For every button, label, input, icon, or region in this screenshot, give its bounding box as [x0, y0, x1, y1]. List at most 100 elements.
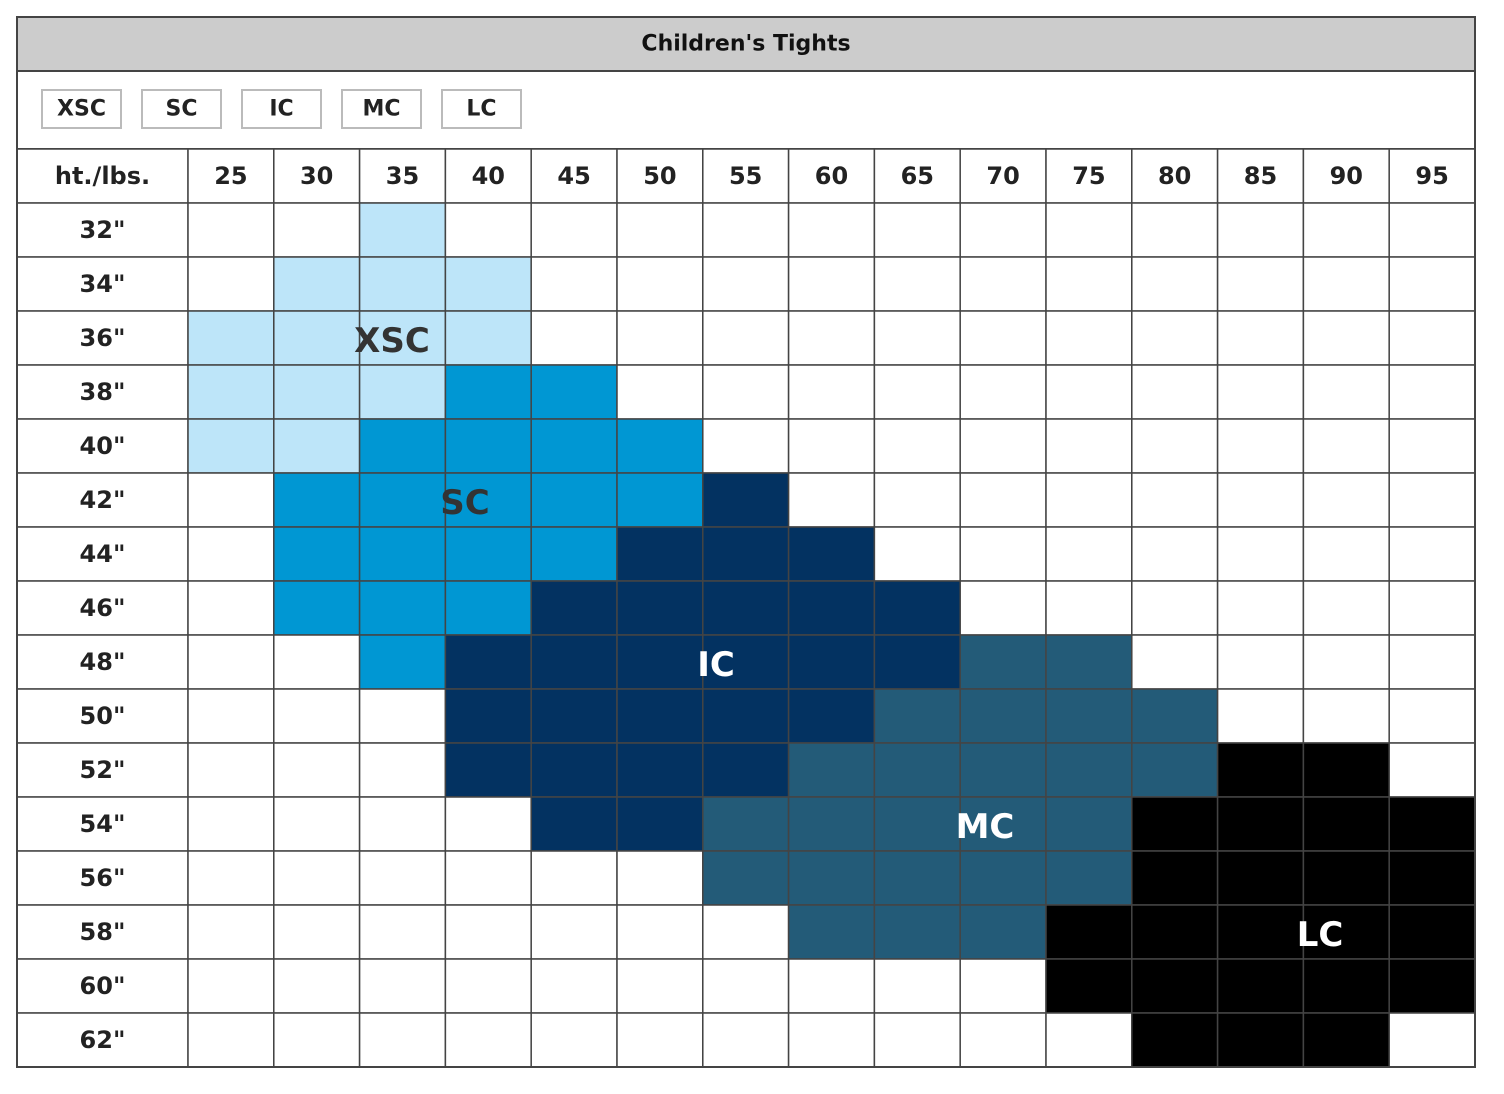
cell: [1045, 364, 1133, 420]
cell: [702, 850, 790, 906]
cell: [1216, 364, 1305, 420]
weight-header: 25: [214, 162, 247, 190]
legend-label[interactable]: LC: [466, 97, 496, 122]
legend-label[interactable]: MC: [362, 97, 400, 122]
cell: [959, 310, 1047, 366]
cell: [530, 958, 618, 1014]
weight-header: 80: [1158, 162, 1191, 190]
legend-button[interactable]: [341, 89, 422, 129]
cell: [1216, 850, 1305, 906]
cell: [873, 958, 961, 1014]
cell: [1045, 688, 1133, 744]
weight-header: 85: [1244, 162, 1277, 190]
cell: [1045, 1012, 1133, 1068]
region-label: LC: [1297, 915, 1344, 955]
cell: [1216, 202, 1305, 258]
row-header-cell: [16, 796, 189, 852]
cell: [187, 958, 275, 1014]
cell: [358, 904, 447, 960]
cell: [358, 472, 447, 528]
cell: [873, 472, 961, 528]
cell: [273, 310, 361, 366]
height-label: 34": [80, 270, 126, 298]
cell: [702, 472, 790, 528]
region-label: XSC: [354, 321, 430, 361]
cell: [1388, 1012, 1476, 1068]
table-border: [16, 16, 1476, 1068]
cell: [702, 958, 790, 1014]
cell: [1131, 418, 1219, 474]
legend-row: [16, 70, 1476, 150]
cell: [787, 418, 876, 474]
cell: [1045, 742, 1133, 798]
cell: [873, 1012, 961, 1068]
cell: [1131, 256, 1219, 312]
cell: [959, 904, 1047, 960]
cell: [1216, 256, 1305, 312]
cell: [702, 580, 790, 636]
cell: [444, 742, 532, 798]
cell: [1131, 796, 1219, 852]
weight-header: 75: [1072, 162, 1105, 190]
cell: [273, 634, 361, 690]
cell: [616, 958, 704, 1014]
cell: [616, 580, 704, 636]
row-header-cell: [16, 958, 189, 1014]
height-label: 48": [80, 648, 126, 676]
cell: [273, 904, 361, 960]
cell: [787, 1012, 876, 1068]
cell: [530, 256, 618, 312]
cell: [444, 256, 532, 312]
cell: [1045, 634, 1133, 690]
height-label: 38": [80, 378, 126, 406]
cell: [787, 958, 876, 1014]
header-cell: [530, 148, 618, 204]
cell: [444, 580, 532, 636]
height-label: 42": [80, 486, 126, 514]
cell: [1045, 958, 1133, 1014]
cell: [273, 688, 361, 744]
cell: [273, 850, 361, 906]
header-cell: [358, 148, 447, 204]
cell: [1302, 688, 1390, 744]
height-label: 52": [80, 756, 126, 784]
cell: [1302, 364, 1390, 420]
cell: [1131, 688, 1219, 744]
cell: [873, 256, 961, 312]
cell: [616, 850, 704, 906]
legend-button[interactable]: [241, 89, 322, 129]
cell: [1388, 688, 1476, 744]
region-label: MC: [956, 807, 1015, 847]
cell: [1302, 1012, 1390, 1068]
cell: [1388, 256, 1476, 312]
cell: [873, 580, 961, 636]
cell: [1131, 958, 1219, 1014]
row-header-cell: [16, 850, 189, 906]
cell: [787, 580, 876, 636]
cell: [1388, 904, 1476, 960]
cell: [1216, 904, 1305, 960]
cell: [273, 1012, 361, 1068]
cell: [187, 796, 275, 852]
cell: [1388, 958, 1476, 1014]
cell: [959, 850, 1047, 906]
cell: [1388, 850, 1476, 906]
cell: [530, 850, 618, 906]
legend-button[interactable]: [41, 89, 122, 129]
cell: [444, 364, 532, 420]
weight-header: 60: [815, 162, 848, 190]
cell: [1302, 418, 1390, 474]
cell: [959, 1012, 1047, 1068]
legend-button[interactable]: [441, 89, 522, 129]
cell: [873, 904, 961, 960]
row-header-cell: [16, 418, 189, 474]
cell: [1388, 364, 1476, 420]
legend-label[interactable]: XSC: [57, 97, 106, 122]
legend-button[interactable]: [141, 89, 222, 129]
legend-label[interactable]: IC: [269, 97, 293, 122]
cell: [273, 742, 361, 798]
cell: [959, 418, 1047, 474]
legend-label[interactable]: SC: [166, 97, 198, 122]
height-label: 58": [80, 918, 126, 946]
cell: [358, 526, 447, 582]
